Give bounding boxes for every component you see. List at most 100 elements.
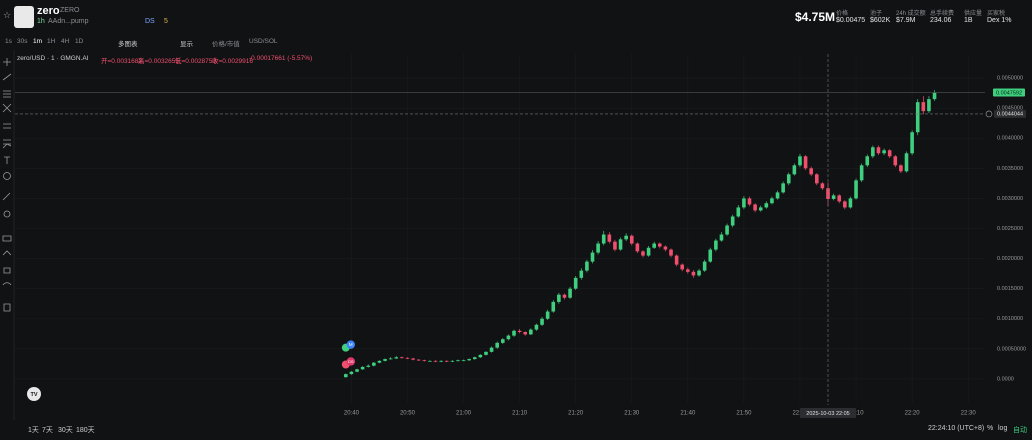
candle-body: [411, 358, 415, 360]
currency-toggle[interactable]: USD/SOL: [249, 38, 278, 45]
x-tick-label: 21:00: [456, 411, 472, 417]
candle-body: [456, 360, 460, 362]
candle-body: [344, 374, 348, 378]
x-tick-label: 21:40: [680, 411, 696, 417]
candle-body: [545, 311, 550, 319]
x-tick-label: 22:30: [961, 411, 977, 417]
legend-title: zero/USD · 1 · GMGN.AI: [17, 55, 89, 62]
range-button[interactable]: 7天: [42, 427, 53, 434]
interval-button[interactable]: 1H: [47, 38, 56, 45]
interval-button[interactable]: 1D: [75, 38, 84, 45]
candle-body: [355, 369, 359, 372]
percent-toggle[interactable]: %: [987, 425, 994, 432]
token-age: 1h: [37, 18, 45, 25]
candle-body: [433, 360, 438, 362]
drawing-tools[interactable]: [2, 58, 12, 312]
stat-value: 234.06: [930, 17, 952, 24]
candle-body: [489, 347, 494, 352]
candle-body: [854, 180, 858, 199]
marker-m-label: M: [349, 342, 353, 347]
legend-item: 收=0.0029916: [212, 58, 254, 65]
candle-body: [501, 339, 505, 343]
candle-body: [613, 241, 617, 250]
candle-body: [579, 270, 584, 278]
stat-value: $0.00475: [836, 17, 866, 24]
candle-body: [635, 243, 640, 252]
candle-body: [629, 235, 634, 244]
stat-label: 池子: [870, 11, 883, 17]
candle-body: [686, 269, 690, 272]
candle-body: [674, 255, 679, 265]
x-tick-label: 21:30: [624, 411, 640, 417]
candle-body: [831, 195, 836, 199]
marker-m: [346, 340, 356, 349]
last-price-label: 0.0047592: [996, 90, 1022, 96]
candle-body: [904, 153, 909, 172]
candle-body: [826, 188, 830, 199]
candle-body: [775, 192, 780, 199]
tv-logo[interactable]: [27, 387, 41, 401]
stat-value: Dex 1%: [987, 17, 1012, 24]
range-button[interactable]: 180天: [76, 427, 95, 434]
candle-body: [669, 249, 673, 256]
crosshair-time-label: 2025-10-03 22:05: [806, 411, 849, 417]
legend-item: 低=0.0028750: [175, 58, 217, 65]
y-tick-label: 0.0040000: [997, 136, 1023, 142]
candle-body: [803, 156, 808, 169]
candle-body: [764, 203, 769, 208]
auto-toggle[interactable]: 自动: [1013, 427, 1027, 434]
x-tick-label: 22:20: [905, 411, 921, 417]
candle-body: [557, 294, 561, 302]
candle-body: [882, 150, 886, 154]
stat-label: 价格: [836, 11, 849, 17]
token-address[interactable]: AAdn...pump: [48, 18, 89, 25]
crosshair-price-badge: [994, 109, 1026, 118]
candle-body: [366, 365, 371, 367]
candle-body: [540, 318, 544, 325]
last-price-badge: [993, 88, 1025, 97]
candle-body: [927, 99, 931, 112]
interval-button[interactable]: 1s: [5, 38, 12, 45]
star-icon[interactable]: ☆: [3, 10, 12, 20]
candle-body: [422, 360, 427, 362]
candle-body: [534, 324, 539, 330]
candle-body: [461, 360, 466, 362]
candle-body: [809, 168, 813, 175]
candle-body: [697, 270, 701, 276]
candle-body: [657, 243, 662, 247]
candle-body: [377, 360, 382, 363]
candle-body: [573, 277, 578, 289]
clock: 22:24:10 (UTC+8): [928, 425, 985, 432]
candle-body: [383, 359, 387, 361]
interval-button[interactable]: 4H: [61, 38, 70, 45]
stat-value: $602K: [870, 17, 891, 24]
candle-body: [932, 92, 937, 100]
price-mcap-toggle[interactable]: 价格/市值: [212, 41, 240, 48]
stat-label: 供应量: [964, 11, 983, 17]
multi-chart-button[interactable]: 多图表: [118, 41, 138, 48]
legend-change: -0.00017661 (-5.57%): [249, 55, 313, 62]
candle-body: [770, 198, 774, 204]
market-cap: $4.75M: [795, 10, 836, 24]
candle-body: [450, 360, 455, 362]
range-button[interactable]: 1天: [28, 427, 39, 434]
candle-body: [663, 246, 668, 250]
range-button[interactable]: 30天: [58, 427, 73, 434]
candle-body: [814, 174, 819, 184]
interval-button[interactable]: 30s: [17, 38, 28, 45]
display-button[interactable]: 显示: [180, 41, 193, 48]
ds-label[interactable]: DS: [145, 18, 155, 25]
candle-body: [837, 195, 842, 202]
tv-logo-text: TV: [30, 392, 37, 398]
y-tick-label: 0.0025000: [997, 226, 1023, 232]
legend-item: 开=0.0031682: [101, 58, 143, 65]
candle-body: [747, 198, 752, 205]
candle-body: [680, 264, 685, 270]
candle-body: [702, 261, 707, 271]
candle-body: [484, 351, 488, 355]
log-toggle[interactable]: log: [998, 425, 1008, 432]
interval-button[interactable]: 1m: [33, 38, 43, 45]
candle-body: [646, 247, 651, 256]
stat-value: $7.9M: [896, 17, 916, 24]
candle-body: [719, 234, 724, 241]
